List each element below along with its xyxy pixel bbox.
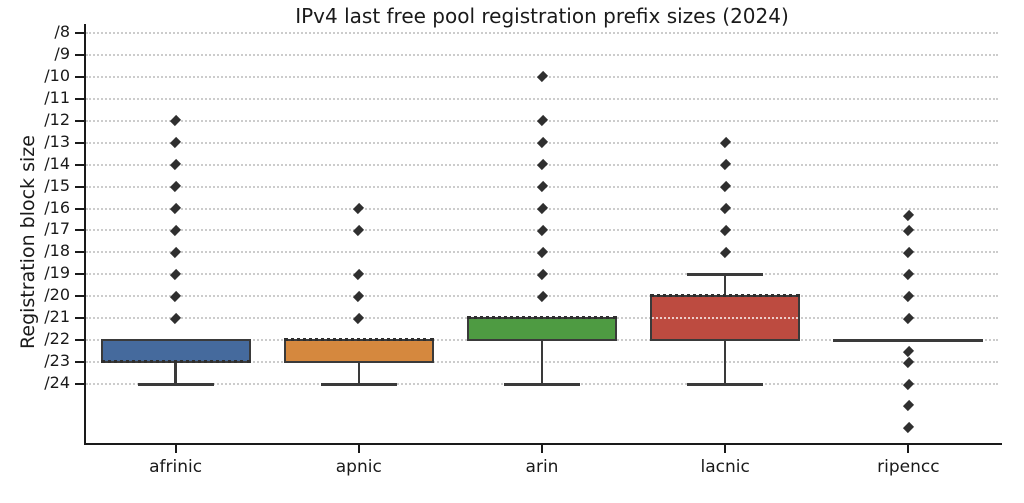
- x-axis-tick: [907, 445, 910, 453]
- gridline: [86, 53, 998, 56]
- y-axis-tick: [75, 361, 84, 364]
- lower-whisker-cap-lacnic: [687, 383, 764, 386]
- y-axis-tick: [75, 229, 84, 232]
- y-axis-tick: [75, 295, 84, 298]
- lower-whisker-afrinic: [174, 362, 177, 385]
- median-line-apnic: [283, 338, 434, 342]
- y-axis-tick: [75, 75, 84, 78]
- y-axis-tick: [75, 273, 84, 276]
- gridline-over-box: [652, 317, 799, 320]
- y-axis-tick: [75, 251, 84, 254]
- x-tick-label-lacnic: lacnic: [700, 457, 750, 477]
- y-tick-label: /20: [44, 285, 70, 305]
- y-axis-tick: [75, 383, 84, 386]
- y-axis-tick: [75, 119, 84, 122]
- lower-whisker-cap-afrinic: [137, 383, 214, 386]
- y-tick-label: /11: [44, 87, 70, 107]
- y-tick-label: /13: [44, 131, 70, 151]
- x-tick-label-ripencc: ripencc: [877, 457, 940, 477]
- box-arin: [467, 317, 617, 342]
- y-tick-label: /15: [44, 175, 70, 195]
- x-tick-label-afrinic: afrinic: [149, 457, 203, 477]
- y-axis-tick: [75, 32, 84, 34]
- y-tick-label: /14: [44, 153, 70, 173]
- median-line-lacnic: [650, 294, 801, 298]
- chart-title: IPv4 last free pool registration prefix …: [295, 4, 789, 28]
- y-axis-tick: [75, 339, 84, 342]
- y-axis-tick: [75, 53, 84, 56]
- y-axis-tick: [75, 207, 84, 210]
- lower-whisker-lacnic: [723, 340, 727, 385]
- y-axis-tick: [75, 141, 84, 144]
- gridline: [86, 32, 998, 34]
- y-tick-label: /19: [44, 263, 70, 283]
- y-tick-label: /16: [44, 197, 70, 217]
- x-axis-tick: [724, 445, 727, 453]
- y-tick-label: /12: [44, 109, 70, 129]
- lower-whisker-arin: [540, 340, 544, 385]
- y-tick-label: /17: [44, 219, 70, 239]
- y-tick-label: /9: [54, 43, 70, 63]
- y-tick-label: /23: [44, 351, 70, 371]
- upper-whisker-cap-lacnic: [687, 273, 764, 276]
- y-tick-label: /8: [54, 22, 70, 41]
- y-tick-label: /24: [44, 373, 70, 393]
- x-axis-tick: [357, 445, 360, 453]
- x-tick-label-apnic: apnic: [335, 457, 382, 477]
- x-axis-tick: [174, 445, 177, 453]
- lower-whisker-apnic: [357, 362, 361, 385]
- plot-area: [84, 24, 1002, 445]
- x-tick-label-arin: arin: [525, 457, 559, 477]
- upper-whisker-lacnic: [723, 274, 727, 297]
- y-axis-tick: [75, 97, 84, 100]
- y-tick-label: /21: [44, 307, 70, 327]
- y-tick-label: /10: [44, 65, 70, 85]
- y-axis-tick: [75, 185, 84, 188]
- y-tick-label: /22: [44, 329, 70, 349]
- y-tick-label: /18: [44, 241, 70, 261]
- median-line-afrinic: [100, 360, 251, 364]
- lower-whisker-cap-apnic: [320, 383, 397, 386]
- gridline: [86, 97, 998, 100]
- x-axis-tick: [541, 445, 543, 453]
- lower-whisker-cap-arin: [504, 383, 580, 386]
- median-line-arin: [467, 316, 617, 320]
- y-axis-tick: [75, 317, 84, 320]
- box-apnic: [283, 339, 434, 364]
- y-axis-tick: [75, 163, 84, 166]
- box-ripencc: [833, 338, 984, 342]
